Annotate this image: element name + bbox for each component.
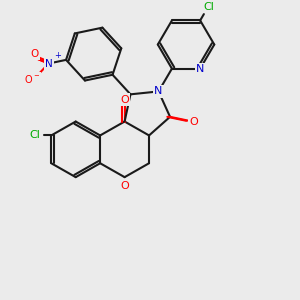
Text: N: N <box>45 58 52 68</box>
Text: O: O <box>189 117 198 127</box>
Text: Cl: Cl <box>29 130 40 140</box>
Text: O: O <box>120 94 129 105</box>
Text: O: O <box>120 181 129 191</box>
Text: Cl: Cl <box>203 2 214 11</box>
Text: +: + <box>54 51 61 60</box>
Text: O: O <box>31 49 39 59</box>
Text: O$^-$: O$^-$ <box>24 74 40 86</box>
Text: N: N <box>196 64 204 74</box>
Text: N: N <box>154 86 163 96</box>
